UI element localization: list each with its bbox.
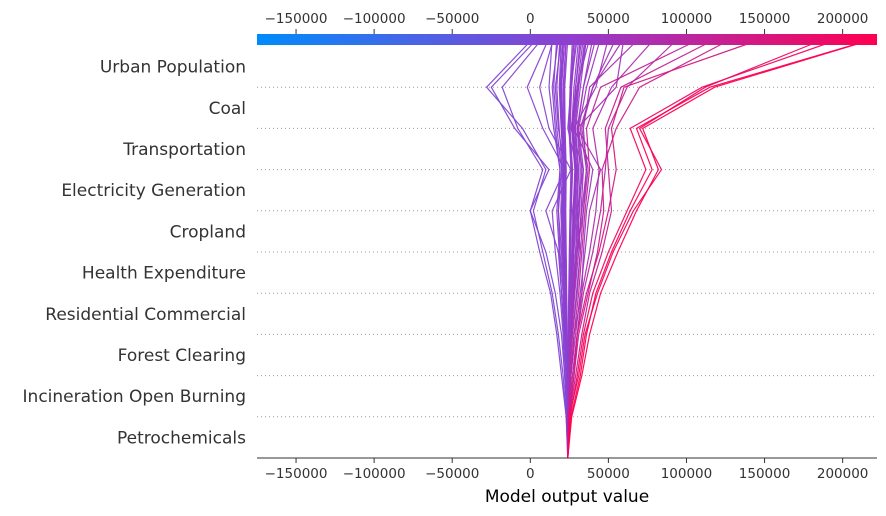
top-tick-label: −50000 [425, 11, 479, 27]
decision-line [526, 37, 569, 458]
bottom-tick-label: 150000 [739, 466, 791, 482]
bottom-tick-label: −100000 [343, 466, 406, 482]
decision-line [567, 37, 734, 459]
decision-line [567, 37, 703, 459]
feature-label: Coal [209, 99, 246, 119]
decision-line [567, 37, 641, 459]
top-tick-label: 50000 [587, 11, 630, 27]
bottom-tick-label: 100000 [661, 466, 713, 482]
top-tick-label: −100000 [343, 11, 406, 27]
feature-label: Electricity Generation [61, 181, 246, 201]
feature-label: Residential Commercial [45, 305, 246, 325]
decision-line [501, 37, 569, 459]
decision-line [567, 37, 828, 459]
top-tick-label: 200000 [817, 11, 869, 27]
colorbar [257, 34, 877, 45]
grid-lines [257, 86, 877, 418]
feature-label: Forest Clearing [118, 346, 246, 366]
top-tick-label: 100000 [661, 11, 713, 27]
feature-label: Cropland [170, 222, 246, 242]
bottom-tick-label: −150000 [265, 466, 328, 482]
bottom-tick-label: 50000 [587, 466, 630, 482]
bottom-x-axis: −150000 −100000 −50000 0 50000 100000 150000 20… [265, 458, 869, 482]
decision-line [490, 37, 569, 459]
top-x-axis: −150000 −100000 −50000 0 50000 100000 150000 20… [265, 11, 869, 34]
top-tick-label: 150000 [739, 11, 791, 27]
bottom-tick-label: −50000 [425, 466, 479, 482]
decision-line [485, 37, 569, 459]
feature-label: Health Expenditure [82, 264, 246, 284]
decision-line [567, 37, 878, 459]
bottom-tick-label: 0 [526, 466, 535, 482]
decision-lines [485, 37, 878, 459]
top-tick-label: −150000 [265, 11, 328, 27]
feature-labels: Urban Population Coal Transportation Electr… [23, 58, 247, 449]
x-axis-label: Model output value [485, 487, 649, 507]
top-tick-label: 0 [526, 11, 535, 27]
feature-label: Urban Population [100, 58, 246, 78]
decision-line [567, 37, 765, 459]
feature-label: Petrochemicals [117, 428, 246, 448]
feature-label: Transportation [122, 140, 246, 160]
decision-line [567, 37, 680, 459]
feature-label: Incineration Open Burning [23, 387, 246, 407]
decision-line [567, 37, 718, 459]
decision-line [567, 37, 878, 459]
bottom-tick-label: 200000 [817, 466, 869, 482]
decision-line [567, 37, 843, 459]
